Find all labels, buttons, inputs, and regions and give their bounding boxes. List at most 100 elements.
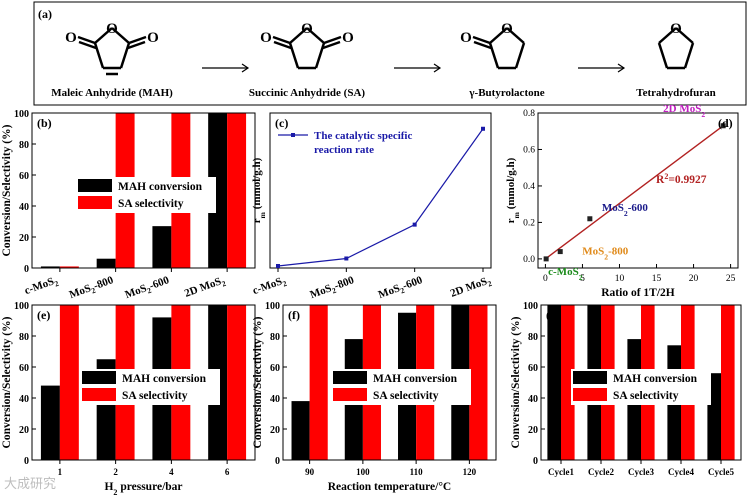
panel-d-ylabel: rm (mmol/g.h) [505, 157, 521, 223]
panel-b-ylabel: Conversion/Selectivity (%) [1, 124, 13, 256]
y-tick-label: 20 [19, 425, 29, 436]
legend-label-sa: SA selectivity [373, 390, 439, 402]
y-tick-label: 40 [19, 202, 29, 213]
sa-selectivity-bar [561, 305, 575, 460]
x-tick-label: MoS2-600 [377, 274, 425, 303]
legend-label-mah: MAH conversion [118, 181, 203, 193]
svg-text:O: O [460, 30, 472, 46]
panel-f-ylabel: Conversion/Selectivity (%) [252, 316, 264, 448]
y-tick-label: 60 [19, 171, 29, 182]
plot-frame [31, 304, 256, 461]
x-tick-label: 15 [652, 274, 662, 284]
panel-c-ylabel: rm (mmol/g.h) [251, 157, 267, 223]
legend-label-mah: MAH conversion [613, 373, 698, 385]
mah-conversion-bar [40, 266, 60, 268]
legend-swatch-sa [82, 388, 116, 401]
x-tick-label: 4 [169, 467, 174, 477]
x-tick-label: 120 [463, 467, 477, 477]
x-tick-label: Cycle5 [708, 467, 734, 477]
panel-c: c-MoS2 MoS2-800 MoS2-600 2D MoS2 rm (mmol/g.… [251, 112, 493, 303]
panel-d: 0 5 10 15 20 25 0.0 0.2 0.4 0.6 0.8 c-MoS2 MoS2-800 M… [505, 103, 739, 299]
x-tick-label: 100 [356, 467, 370, 477]
y-tick-label: 40 [528, 394, 538, 405]
y-tick-label: 0 [24, 456, 29, 467]
y-tick-label: 80 [270, 332, 280, 343]
y-tick-label: 80 [19, 140, 29, 151]
y-tick-label: 0 [24, 264, 29, 275]
y-tick-label: 20 [528, 425, 538, 436]
x-tick-label: 20 [689, 274, 699, 284]
svg-text:O: O [106, 21, 118, 37]
compound-name-sa: Succinic Anhydride (SA) [249, 87, 365, 99]
y-tick-label: 80 [19, 332, 29, 343]
plot-frame [537, 112, 739, 269]
mah-conversion-bar [40, 385, 60, 460]
x-tick-label: 90 [305, 467, 315, 477]
y-tick-label: 80 [528, 332, 538, 343]
legend-swatch-mah [78, 179, 112, 192]
legend-label-line1: The catalytic specific [314, 130, 412, 142]
watermark: 大成研究 [4, 477, 57, 492]
y-tick-label: 100 [14, 109, 29, 120]
panel-g-label: (g) [546, 308, 560, 322]
y-tick-label: 100 [523, 301, 538, 312]
panel-a-label: (a) [38, 7, 52, 21]
legend-swatch-sa [78, 196, 112, 209]
compound-name-thf: Tetrahydrofuran [636, 87, 715, 99]
legend-swatch-sa [573, 388, 607, 401]
mah-conversion-bar [152, 226, 172, 268]
x-tick-label: 2 [113, 467, 118, 477]
x-tick-label: Cycle1 [548, 467, 574, 477]
legend-label-sa: SA selectivity [613, 390, 679, 402]
data-point [557, 249, 563, 255]
point-label: MoS2-600 [602, 202, 649, 218]
rate-series-line [277, 128, 484, 267]
svg-text:O: O [65, 30, 77, 46]
x-tick-label: 0 [543, 274, 548, 284]
svg-text:O: O [342, 30, 354, 46]
succinic-anhydride-structure [272, 27, 342, 70]
panel-c-label: (c) [275, 116, 288, 130]
y-tick-label: 60 [270, 363, 280, 374]
sa-selectivity-bar [59, 266, 79, 268]
x-tick-label: 10 [615, 274, 625, 284]
plot-frame [31, 112, 256, 269]
svg-text:O: O [301, 21, 313, 37]
legend-label-line2: reaction rate [314, 144, 374, 156]
panel-d-label: (d) [718, 116, 733, 130]
x-tick-label: 2D MoS2 [183, 274, 227, 301]
y-tick-label: 0 [533, 456, 538, 467]
legend-label-mah: MAH conversion [122, 373, 207, 385]
panel-b: c-MoS2 MoS2-800 MoS2-600 2D MoS2 0 20 40 60 80 10… [1, 109, 256, 301]
maleic-anhydride-structure [77, 27, 147, 76]
r-squared-annotation: R2=0.9927 [656, 172, 707, 187]
legend-label-sa: SA selectivity [118, 198, 184, 210]
x-tick-label: 2D MoS2 [449, 274, 493, 301]
panel-d-xlabel: Ratio of 1T/2H [601, 287, 675, 299]
y-tick-label: 20 [19, 233, 29, 244]
svg-text:O: O [670, 21, 682, 37]
plot-frame [269, 112, 492, 269]
sa-selectivity-bar [309, 305, 328, 460]
y-tick-label: 100 [265, 301, 280, 312]
x-tick-label: Cycle2 [588, 467, 614, 477]
legend-swatch-mah [82, 371, 116, 384]
mah-conversion-bar [547, 305, 561, 460]
y-tick-label: 0.0 [523, 255, 535, 265]
sa-selectivity-bar [227, 305, 247, 460]
panel-g: Cycle1 Cycle2 Cycle3 Cycle4 Cycle5 0 20 40 60 80 1… [510, 301, 742, 477]
svg-text:O: O [260, 30, 272, 46]
x-tick-label: c-MoS2 [23, 274, 60, 299]
y-tick-label: 0.2 [523, 218, 535, 228]
compound-name-gbl: γ-Butyrolactone [468, 87, 544, 99]
rate-point [344, 256, 349, 261]
panel-e-label: (e) [37, 308, 50, 322]
x-tick-label: 1 [58, 467, 63, 477]
sa-selectivity-bar [721, 305, 735, 460]
reaction-arrows [202, 63, 626, 73]
panel-f: 90 100 110 120020406080100Conversion/Select… [252, 301, 497, 493]
sa-selectivity-bar [59, 305, 79, 460]
y-tick-label: 0.8 [523, 109, 535, 119]
x-tick-label: 25 [726, 274, 736, 284]
